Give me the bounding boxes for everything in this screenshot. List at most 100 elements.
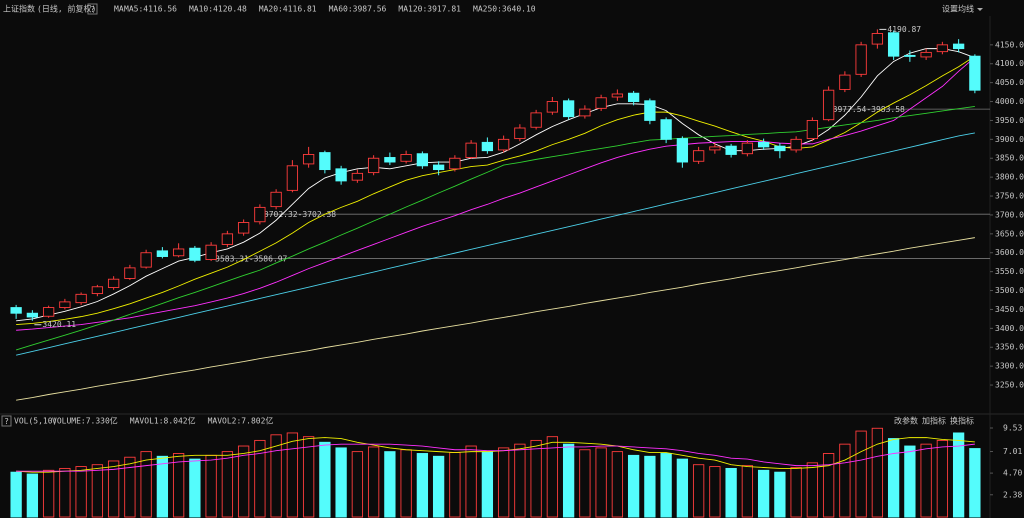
- volume-bar: [107, 460, 120, 518]
- candle-body: [692, 150, 705, 162]
- y-tick-label: 4150.00: [995, 40, 1024, 49]
- help-box: [87, 3, 98, 15]
- candle-body: [26, 312, 39, 318]
- candle-body: [124, 267, 136, 279]
- candle-body: [774, 145, 786, 152]
- y-tick-label: 4000.00: [995, 97, 1024, 106]
- legend-entry: MA250:3640.10: [473, 5, 536, 14]
- help[interactable]: ?: [4, 417, 9, 426]
- y-tick-label: 3250.00: [995, 381, 1024, 390]
- candle-body: [806, 119, 819, 140]
- candle-body: [611, 93, 624, 98]
- candle-body: [741, 142, 754, 155]
- volume-bar: [124, 456, 136, 518]
- volume-bar: [757, 469, 770, 518]
- ma-settings[interactable]: 设置均线: [942, 4, 974, 14]
- legend-entry: MA5:4116.56: [124, 5, 177, 14]
- ma-line: [16, 55, 976, 326]
- candle-body: [189, 247, 201, 261]
- y-tick-label: 3900.00: [995, 135, 1024, 144]
- candle-body: [562, 100, 575, 118]
- candle-body: [302, 154, 315, 165]
- volume-bar: [449, 452, 461, 518]
- volume-bar: [270, 434, 282, 518]
- candle-body: [465, 142, 477, 158]
- help-box: [1, 415, 12, 427]
- volume-bar: [709, 466, 721, 518]
- volume-bar: [416, 453, 429, 518]
- y-tick-label: 3600.00: [995, 248, 1024, 257]
- ma-line: [16, 56, 976, 331]
- legend-entry: MA20:4116.81: [259, 5, 317, 14]
- volume-bar: [465, 445, 477, 518]
- chart-title: 上证指数: [3, 4, 35, 14]
- candle-body: [920, 51, 932, 58]
- candle-body: [904, 54, 916, 57]
- volume-bar: [920, 443, 932, 518]
- candle-body: [579, 108, 591, 117]
- candle-body: [481, 141, 494, 152]
- legend-entry: MA10:4120.48: [189, 5, 247, 14]
- volume-bar: [497, 447, 510, 518]
- candle-body: [416, 153, 429, 167]
- y-tick-label: 9.53: [1003, 423, 1022, 432]
- volume-bar: [189, 458, 201, 518]
- candle-body: [887, 32, 900, 57]
- y-tick-label: 3300.00: [995, 362, 1024, 371]
- help[interactable]: ?: [90, 5, 95, 14]
- indicator-button[interactable]: 加指标: [922, 416, 946, 426]
- y-tick-label: 3750.00: [995, 192, 1024, 201]
- menu-arrow: [977, 8, 983, 11]
- candle-body: [286, 165, 299, 191]
- legend-entry: MA120:3917.81: [398, 5, 461, 14]
- volume-bar: [156, 455, 169, 518]
- volume-bar: [790, 467, 802, 518]
- y-tick-label: 3950.00: [995, 116, 1024, 125]
- candle-body: [221, 233, 234, 245]
- volume-bar: [611, 451, 624, 518]
- volume-bar: [514, 443, 526, 518]
- volume-bar: [42, 469, 55, 518]
- volume-bar: [91, 464, 104, 518]
- volume-bar: [26, 473, 39, 518]
- volume-bar: [237, 445, 250, 518]
- candle-body: [400, 154, 412, 162]
- candle-body: [660, 119, 672, 140]
- indicator-button[interactable]: 改参数: [894, 416, 918, 426]
- volume-bar: [969, 448, 981, 518]
- volume-bar: [221, 451, 234, 518]
- y-tick-label: 4050.00: [995, 78, 1024, 87]
- candle-body: [367, 157, 380, 174]
- ma-line: [16, 237, 975, 401]
- candle-body: [709, 146, 721, 151]
- level-label: 3977.54-3983.58: [833, 105, 905, 114]
- high-label: 4190.87: [887, 25, 921, 34]
- candle-body: [254, 206, 266, 223]
- candle-body: [871, 33, 884, 45]
- volume-bar: [172, 453, 185, 518]
- candle-body: [10, 307, 22, 314]
- candle-body: [351, 172, 364, 181]
- indicator-button[interactable]: 换指标: [950, 416, 974, 426]
- volume-bar: [595, 447, 607, 518]
- candle-body: [205, 244, 217, 261]
- subtitle: (日线, 前复权): [37, 4, 96, 14]
- volume-bar: [319, 441, 331, 518]
- volume-bar: [660, 453, 672, 518]
- candle-body: [936, 44, 949, 53]
- y-tick-label: 4.70: [1003, 469, 1022, 478]
- candle-body: [107, 278, 120, 288]
- candle-body: [546, 101, 559, 113]
- volume-bar: [725, 467, 737, 518]
- volume-bar: [546, 436, 559, 518]
- volume-bar: [676, 458, 689, 518]
- candle-body: [855, 44, 867, 75]
- y-tick-label: 7.01: [1003, 447, 1022, 456]
- volume-ma-line: [16, 437, 975, 473]
- candle-body: [497, 138, 510, 151]
- volume-bar: [75, 466, 87, 518]
- legend-entry: MA60:3987.56: [329, 5, 387, 14]
- volume-bar: [692, 464, 705, 518]
- candle-body: [952, 43, 965, 50]
